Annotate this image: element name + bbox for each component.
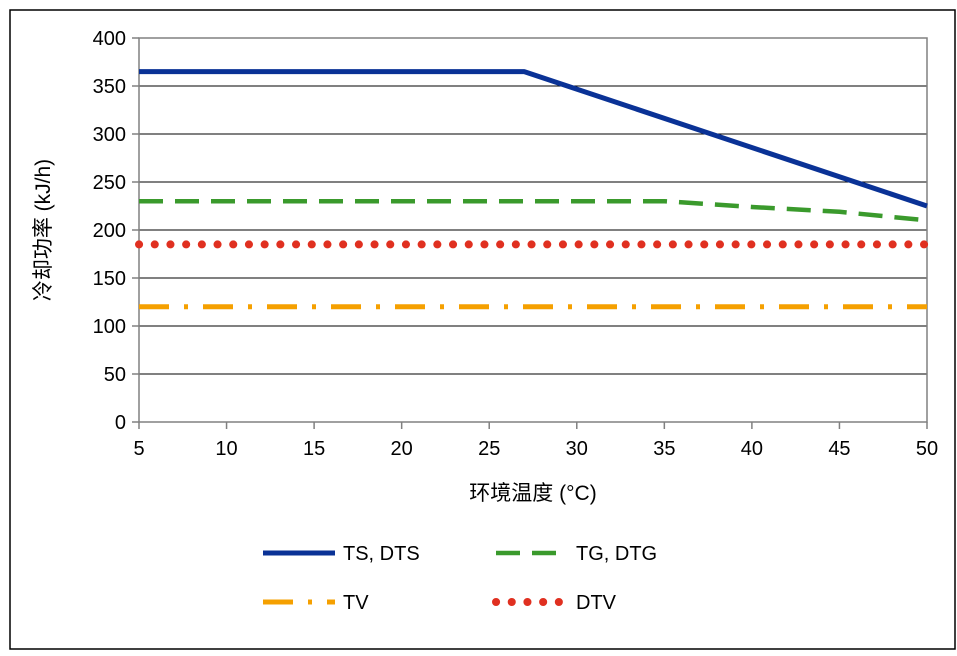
x-tick-label: 40 (741, 438, 763, 460)
legend-label: TS, DTS (343, 543, 420, 565)
tick-layer: 0 50 100 150 200 250 300 350 400 5 10 15 20 25 30 35 40 4… (93, 28, 939, 460)
y-tick-label: 150 (93, 268, 126, 290)
legend-label: DTV (576, 592, 617, 614)
legend-item: TS, DTS (263, 543, 420, 565)
series-layer (135, 69, 931, 310)
x-tick-label: 20 (391, 438, 413, 460)
grid-layer (139, 85, 927, 375)
legend: TS, DTS TG, DTG TV DTV (263, 543, 657, 614)
x-tick-label: 15 (303, 438, 325, 460)
y-axis-title: 冷却功率 (kJ/h) (32, 159, 55, 301)
x-tick-label: 30 (566, 438, 588, 460)
x-tick-label: 10 (215, 438, 237, 460)
y-tick-label: 350 (93, 76, 126, 98)
legend-item: DTV (492, 592, 617, 614)
legend-label: TV (343, 592, 369, 614)
y-tick-label: 400 (93, 28, 126, 50)
x-tick-label: 5 (133, 438, 144, 460)
y-tick-label: 0 (115, 412, 126, 434)
x-axis-title: 环境温度 (°C) (469, 482, 596, 505)
x-tick-label: 45 (828, 438, 850, 460)
y-tick-label: 250 (93, 172, 126, 194)
legend-label: TG, DTG (576, 543, 657, 565)
legend-item: TV (263, 592, 369, 614)
y-tick-label: 50 (104, 364, 126, 386)
y-tick-label: 300 (93, 124, 126, 146)
y-tick-label: 200 (93, 220, 126, 242)
series-line-ts-dts (139, 69, 928, 209)
x-tick-label: 50 (916, 438, 938, 460)
y-tick-label: 100 (93, 316, 126, 338)
legend-item: TG, DTG (496, 543, 657, 565)
x-tick-label: 25 (478, 438, 500, 460)
chart-border (9, 9, 956, 650)
x-tick-label: 35 (653, 438, 675, 460)
